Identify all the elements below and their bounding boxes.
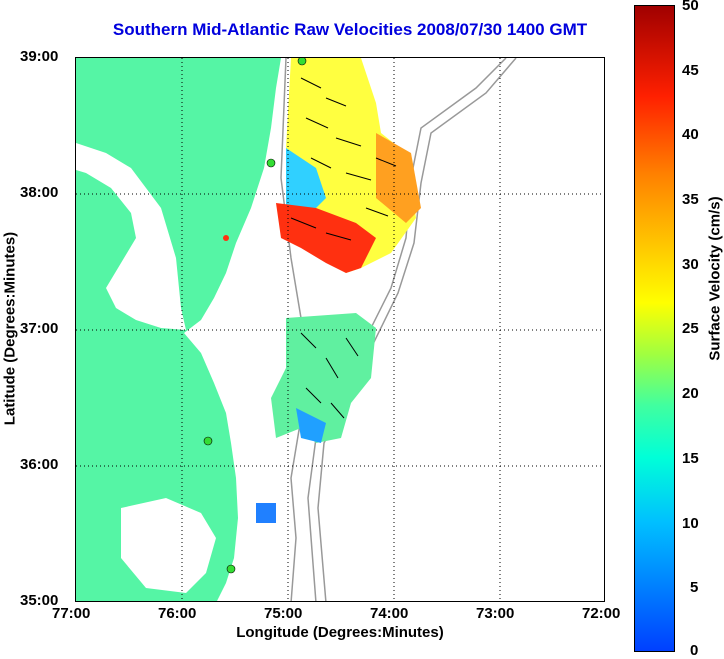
colorbar-tick: 45 xyxy=(682,62,699,79)
x-tick: 77:00 xyxy=(52,605,91,622)
x-tick: 74:00 xyxy=(370,605,409,622)
x-tick: 72:00 xyxy=(582,605,621,622)
colorbar-tick: 30 xyxy=(682,256,699,273)
colorbar-tick: 15 xyxy=(682,450,699,467)
station-marker xyxy=(226,564,236,574)
map-plot xyxy=(75,57,605,602)
colorbar-tick: 35 xyxy=(682,191,699,208)
velocity-arrows xyxy=(290,77,397,419)
velocity-patch-hot xyxy=(276,203,376,273)
map-canvas xyxy=(76,58,604,601)
colorbar-tick: 10 xyxy=(682,515,699,532)
map-grid xyxy=(76,58,604,601)
y-axis-label: Latitude (Degrees:Minutes) xyxy=(1,231,19,426)
y-tick: 39:00 xyxy=(20,48,59,65)
colorbar xyxy=(634,5,675,652)
colorbar-tick: 20 xyxy=(682,385,699,402)
station-marker xyxy=(297,58,307,66)
colorbar-tick: 5 xyxy=(690,579,699,596)
y-tick: 36:00 xyxy=(20,456,59,473)
x-axis-label: Longitude (Degrees:Minutes) xyxy=(236,624,444,641)
pamlico-sound xyxy=(121,498,216,593)
colorbar-tick: 0 xyxy=(690,642,699,659)
chesapeake-bay xyxy=(76,143,186,330)
map-title: Southern Mid-Atlantic Raw Velocities 200… xyxy=(112,20,588,39)
colorbar-title: Surface Velocity (cm/s) xyxy=(706,196,724,361)
colorbar-tick: 25 xyxy=(682,320,699,337)
x-tick: 73:00 xyxy=(476,605,515,622)
y-tick: 37:00 xyxy=(20,320,59,337)
station-marker xyxy=(266,158,276,168)
colorbar-tick: 50 xyxy=(682,0,699,14)
y-tick: 38:00 xyxy=(20,184,59,201)
station-marker xyxy=(203,436,213,446)
station-marker xyxy=(223,235,229,241)
colorbar-tick: 40 xyxy=(682,126,699,143)
x-tick: 76:00 xyxy=(158,605,197,622)
y-tick: 35:00 xyxy=(20,592,59,609)
x-tick: 75:00 xyxy=(264,605,303,622)
